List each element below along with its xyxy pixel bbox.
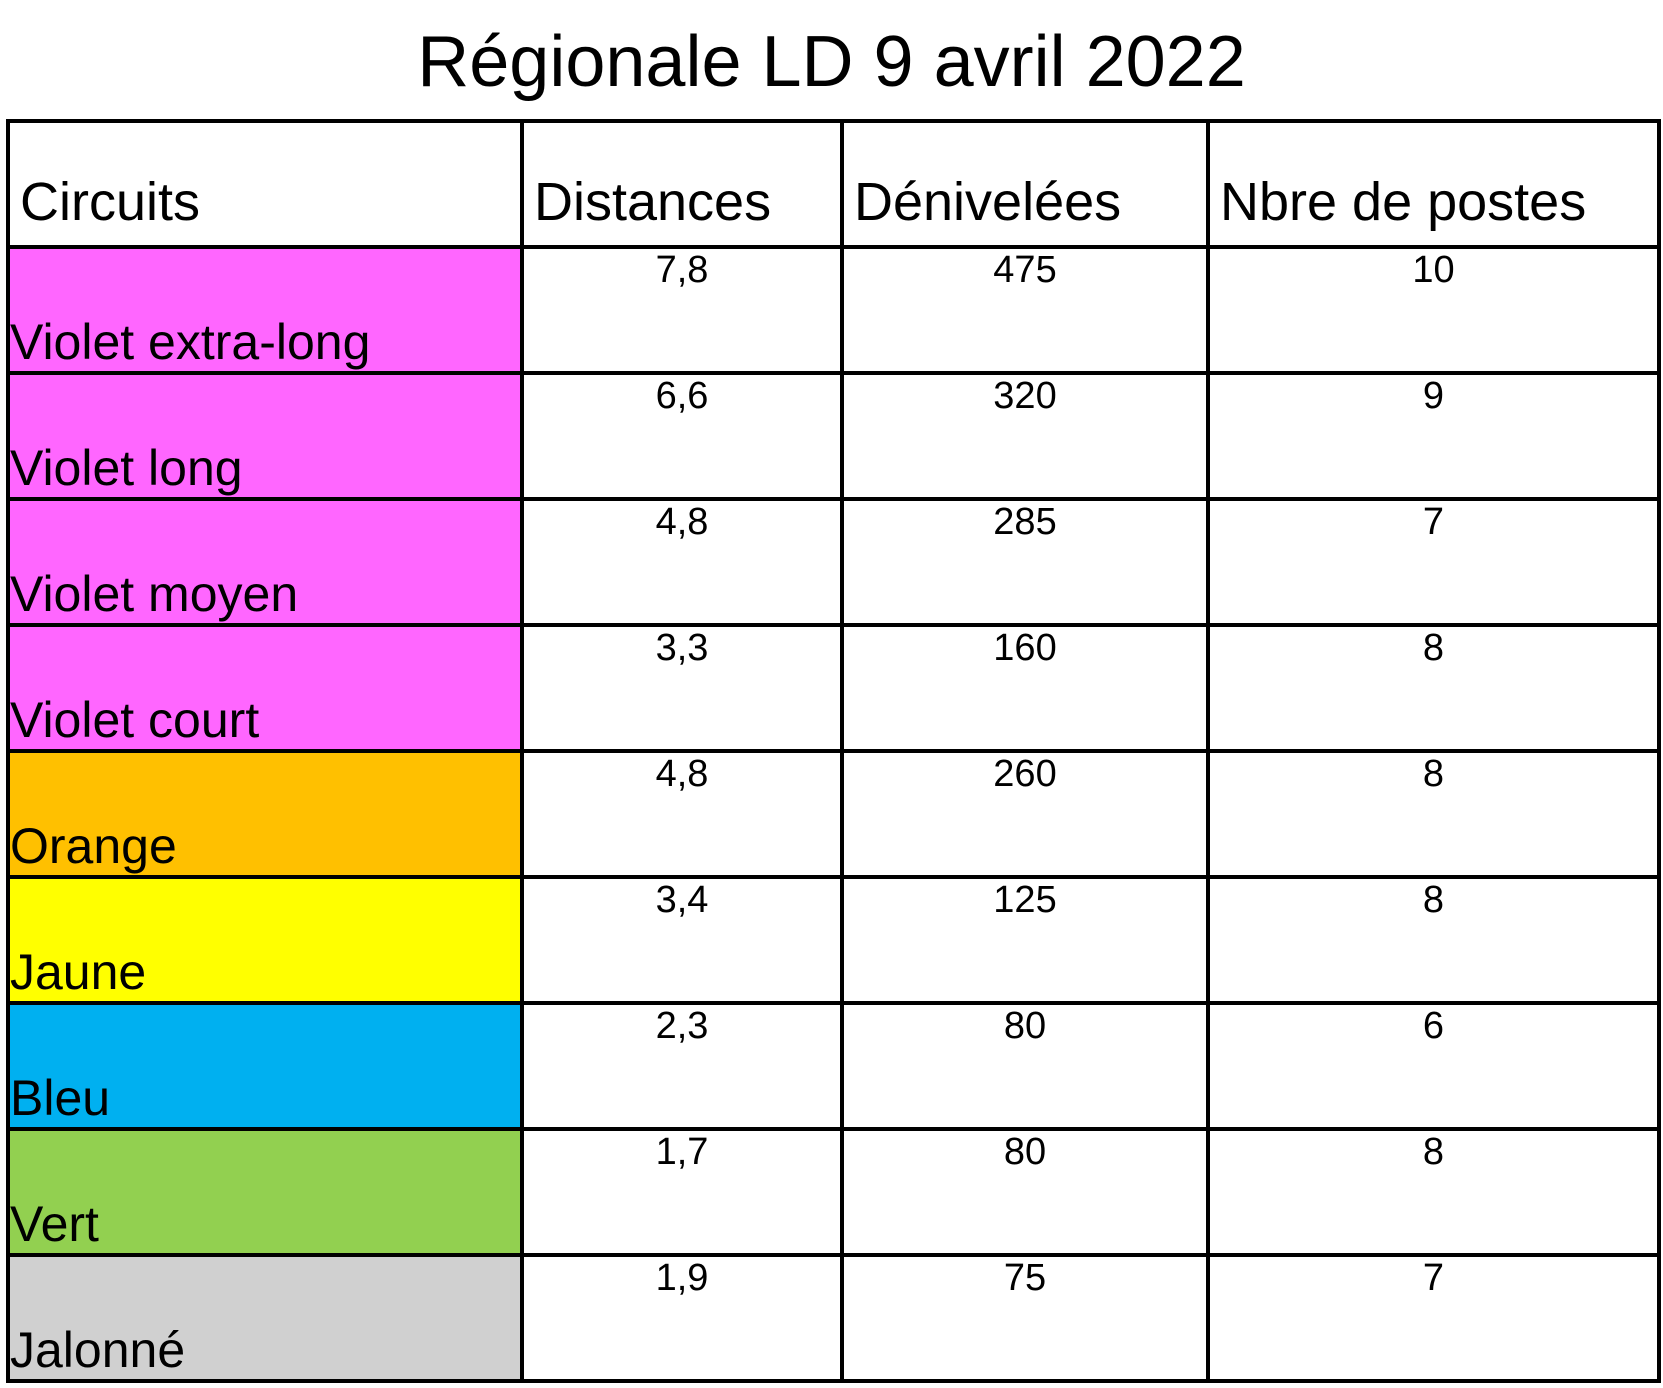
distance-cell: 4,8 (520, 497, 844, 627)
distance-cell: 3,4 (520, 875, 844, 1005)
distance-cell: 2,3 (520, 1001, 844, 1131)
postes-cell: 8 (1206, 1127, 1661, 1257)
denivelee-cell: 160 (840, 623, 1210, 753)
table-row: Vert 1,7 80 8 (6, 1127, 1661, 1257)
postes-cell: 7 (1206, 497, 1661, 627)
distance-cell: 1,9 (520, 1253, 844, 1383)
denivelee-cell: 475 (840, 245, 1210, 375)
circuit-cell: Bleu (6, 1001, 524, 1131)
circuit-cell: Vert (6, 1127, 524, 1257)
postes-cell: 8 (1206, 749, 1661, 879)
denivelee-cell: 320 (840, 371, 1210, 501)
table-row: Violet long 6,6 320 9 (6, 371, 1661, 501)
header-postes: Nbre de postes (1206, 119, 1661, 249)
denivelee-cell: 80 (840, 1127, 1210, 1257)
circuit-cell: Jalonné (6, 1253, 524, 1383)
table-header-row: Circuits Distances Dénivelées Nbre de po… (6, 119, 1661, 249)
postes-cell: 10 (1206, 245, 1661, 375)
table-row: Bleu 2,3 80 6 (6, 1001, 1661, 1131)
circuit-cell: Violet extra-long (6, 245, 524, 375)
postes-cell: 8 (1206, 875, 1661, 1005)
table-row: Jaune 3,4 125 8 (6, 875, 1661, 1005)
circuit-cell: Jaune (6, 875, 524, 1005)
distance-cell: 1,7 (520, 1127, 844, 1257)
table-row: Violet court 3,3 160 8 (6, 623, 1661, 753)
table-row: Violet moyen 4,8 285 7 (6, 497, 1661, 627)
header-distances: Distances (520, 119, 844, 249)
header-circuits: Circuits (6, 119, 524, 249)
postes-cell: 7 (1206, 1253, 1661, 1383)
page-title: Régionale LD 9 avril 2022 (417, 22, 1246, 102)
table-row: Violet extra-long 7,8 475 10 (6, 245, 1661, 375)
circuits-table: Circuits Distances Dénivelées Nbre de po… (6, 119, 1661, 1383)
distance-cell: 3,3 (520, 623, 844, 753)
denivelee-cell: 80 (840, 1001, 1210, 1131)
table-row: Jalonné 1,9 75 7 (6, 1253, 1661, 1383)
denivelee-cell: 75 (840, 1253, 1210, 1383)
circuit-cell: Violet moyen (6, 497, 524, 627)
postes-cell: 8 (1206, 623, 1661, 753)
denivelee-cell: 125 (840, 875, 1210, 1005)
circuit-cell: Orange (6, 749, 524, 879)
postes-cell: 6 (1206, 1001, 1661, 1131)
circuit-cell: Violet court (6, 623, 524, 753)
table-row: Orange 4,8 260 8 (6, 749, 1661, 879)
postes-cell: 9 (1206, 371, 1661, 501)
distance-cell: 7,8 (520, 245, 844, 375)
distance-cell: 6,6 (520, 371, 844, 501)
denivelee-cell: 260 (840, 749, 1210, 879)
header-denivelees: Dénivelées (840, 119, 1210, 249)
circuit-cell: Violet long (6, 371, 524, 501)
distance-cell: 4,8 (520, 749, 844, 879)
denivelee-cell: 285 (840, 497, 1210, 627)
